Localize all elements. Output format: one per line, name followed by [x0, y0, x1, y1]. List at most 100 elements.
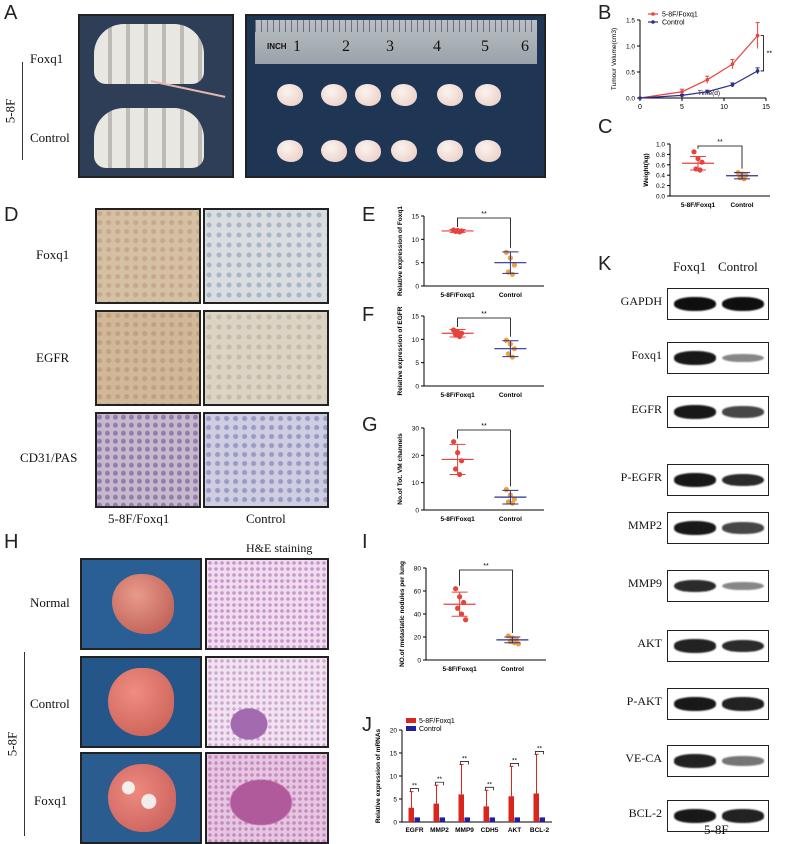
panel-label-c: C	[598, 116, 613, 138]
significance-label: **	[483, 563, 489, 570]
wb-band-foxq1	[674, 697, 716, 711]
data-point	[699, 159, 705, 165]
wb-row-label: P-EGFR	[620, 470, 662, 484]
y-tick-label: 0	[393, 820, 397, 827]
y-tick-label: 0.0	[626, 96, 635, 103]
wb-band-control	[722, 297, 764, 311]
ruler-number: 2	[342, 38, 350, 55]
x-axis-label: Time(d)	[698, 90, 720, 97]
bar	[483, 806, 489, 822]
wb-band-control	[722, 353, 764, 363]
significance-bracket	[410, 788, 419, 792]
panel-label-e: E	[362, 204, 376, 226]
x-tick-label: EGFR	[405, 827, 423, 834]
y-axis-label: Relative expression of EGFR	[397, 306, 404, 395]
y-tick-label: 0.6	[656, 162, 665, 169]
data-point	[511, 262, 517, 268]
significance-bracket	[535, 751, 544, 755]
significance-label: **	[512, 757, 518, 764]
wb-row-label: Foxq1	[631, 348, 662, 362]
bar	[508, 796, 514, 822]
wb-band-control	[722, 756, 764, 766]
significance-label: **	[487, 781, 493, 788]
ihc-foxq1-treated	[95, 208, 201, 304]
significance-label: **	[481, 311, 487, 318]
bar	[533, 793, 539, 822]
ruler-number: 3	[386, 38, 394, 55]
data-point	[680, 89, 684, 94]
x-tick-label: 5	[680, 104, 684, 111]
he-control	[205, 656, 329, 748]
tumor	[391, 140, 417, 162]
y-axis-label: Relative expression of mRNAs	[375, 728, 382, 823]
bar	[539, 817, 545, 822]
y-tick-label: 10	[412, 337, 420, 344]
panel-k-col-label-foxq1: Foxq1	[673, 259, 707, 274]
wb-blot-strip	[667, 800, 769, 832]
series-line	[639, 35, 759, 99]
legend-label: 5-8F/Foxq1	[419, 718, 455, 725]
panel-a-group-label: 5-8F	[2, 98, 18, 124]
y-tick-label: 1.0	[626, 44, 635, 51]
ruler-number: 4	[433, 38, 441, 55]
panel-h-header: H&E staining	[246, 541, 313, 555]
significance-bracket	[460, 761, 469, 765]
y-tick-label: 5	[415, 360, 419, 367]
panel-label-d: D	[4, 204, 19, 226]
mice-photo	[78, 14, 234, 178]
panel-label-h: H	[4, 531, 19, 553]
x-tick-label: 5-8F/Foxq1	[442, 666, 477, 673]
y-tick-label: 15	[390, 751, 398, 758]
significance-bracket	[485, 786, 494, 791]
data-point	[705, 78, 709, 82]
x-tick-label: 5-8F/Foxq1	[440, 392, 475, 399]
bar	[458, 794, 464, 822]
panel-h-group-label: 5-8F	[4, 731, 20, 757]
wb-band-foxq1	[674, 351, 716, 365]
y-tick-label: 1.5	[626, 18, 635, 25]
panel-d-row-label-cd31pas: CD31/PAS	[20, 450, 78, 465]
x-tick-label: 5-8F/Foxq1	[440, 292, 475, 299]
data-point	[730, 62, 735, 66]
significance-bracket	[457, 429, 511, 487]
x-tick-label: 10	[720, 104, 728, 111]
y-tick-label: 5	[393, 797, 397, 804]
data-point	[453, 586, 459, 592]
data-point	[453, 466, 459, 472]
legend-marker	[651, 20, 655, 24]
wb-blot-strip	[667, 630, 769, 662]
wb-band-control	[722, 581, 764, 591]
chart-egfr-expression: 0 5 10 15 Relative expression of EGFR 5-8F/Fo…	[397, 306, 544, 399]
significance-bracket	[457, 317, 511, 337]
legend-swatch	[406, 718, 416, 723]
data-point	[455, 605, 461, 611]
tumor	[391, 84, 417, 106]
panel-k-footer: 5-8F	[704, 822, 729, 837]
data-point	[730, 83, 735, 87]
wb-band-foxq1	[674, 297, 716, 311]
significance-label: **	[481, 423, 487, 430]
y-axis-label: Weight(kg)	[643, 153, 650, 186]
data-point	[755, 33, 760, 38]
x-tick-label: 5-8F/Foxq1	[440, 516, 475, 522]
x-tick-label: MMP9	[455, 827, 474, 834]
wb-band-control	[722, 522, 764, 534]
lung-photo-control	[80, 656, 202, 748]
chart-weight: 0.0 0.2 0.4 0.6 0.8 1.0 Weight(kg) 5-8F/Foxq1 Co…	[643, 139, 770, 209]
significance-bracket	[435, 781, 444, 786]
panel-label-i: I	[362, 531, 368, 553]
data-point	[505, 351, 511, 357]
panel-h-row-label-foxq1: Foxq1	[34, 793, 68, 808]
wb-band-foxq1	[674, 521, 716, 535]
data-point	[451, 439, 457, 445]
y-tick-label: 20	[390, 728, 398, 735]
y-tick-label: 20	[414, 635, 422, 642]
panel-a-row-label-foxq1: Foxq1	[30, 51, 64, 66]
y-tick-label: 10	[390, 774, 398, 781]
x-tick-label: CDH5	[481, 827, 499, 834]
ruler-number: 6	[521, 38, 529, 55]
chart-metastatic-nodules: 0 20 40 60 80 NO.of metastatic nodules per lu…	[399, 561, 546, 673]
data-point	[459, 611, 465, 617]
he-foxq1	[205, 752, 329, 844]
lung-photo-foxq1	[80, 752, 202, 844]
